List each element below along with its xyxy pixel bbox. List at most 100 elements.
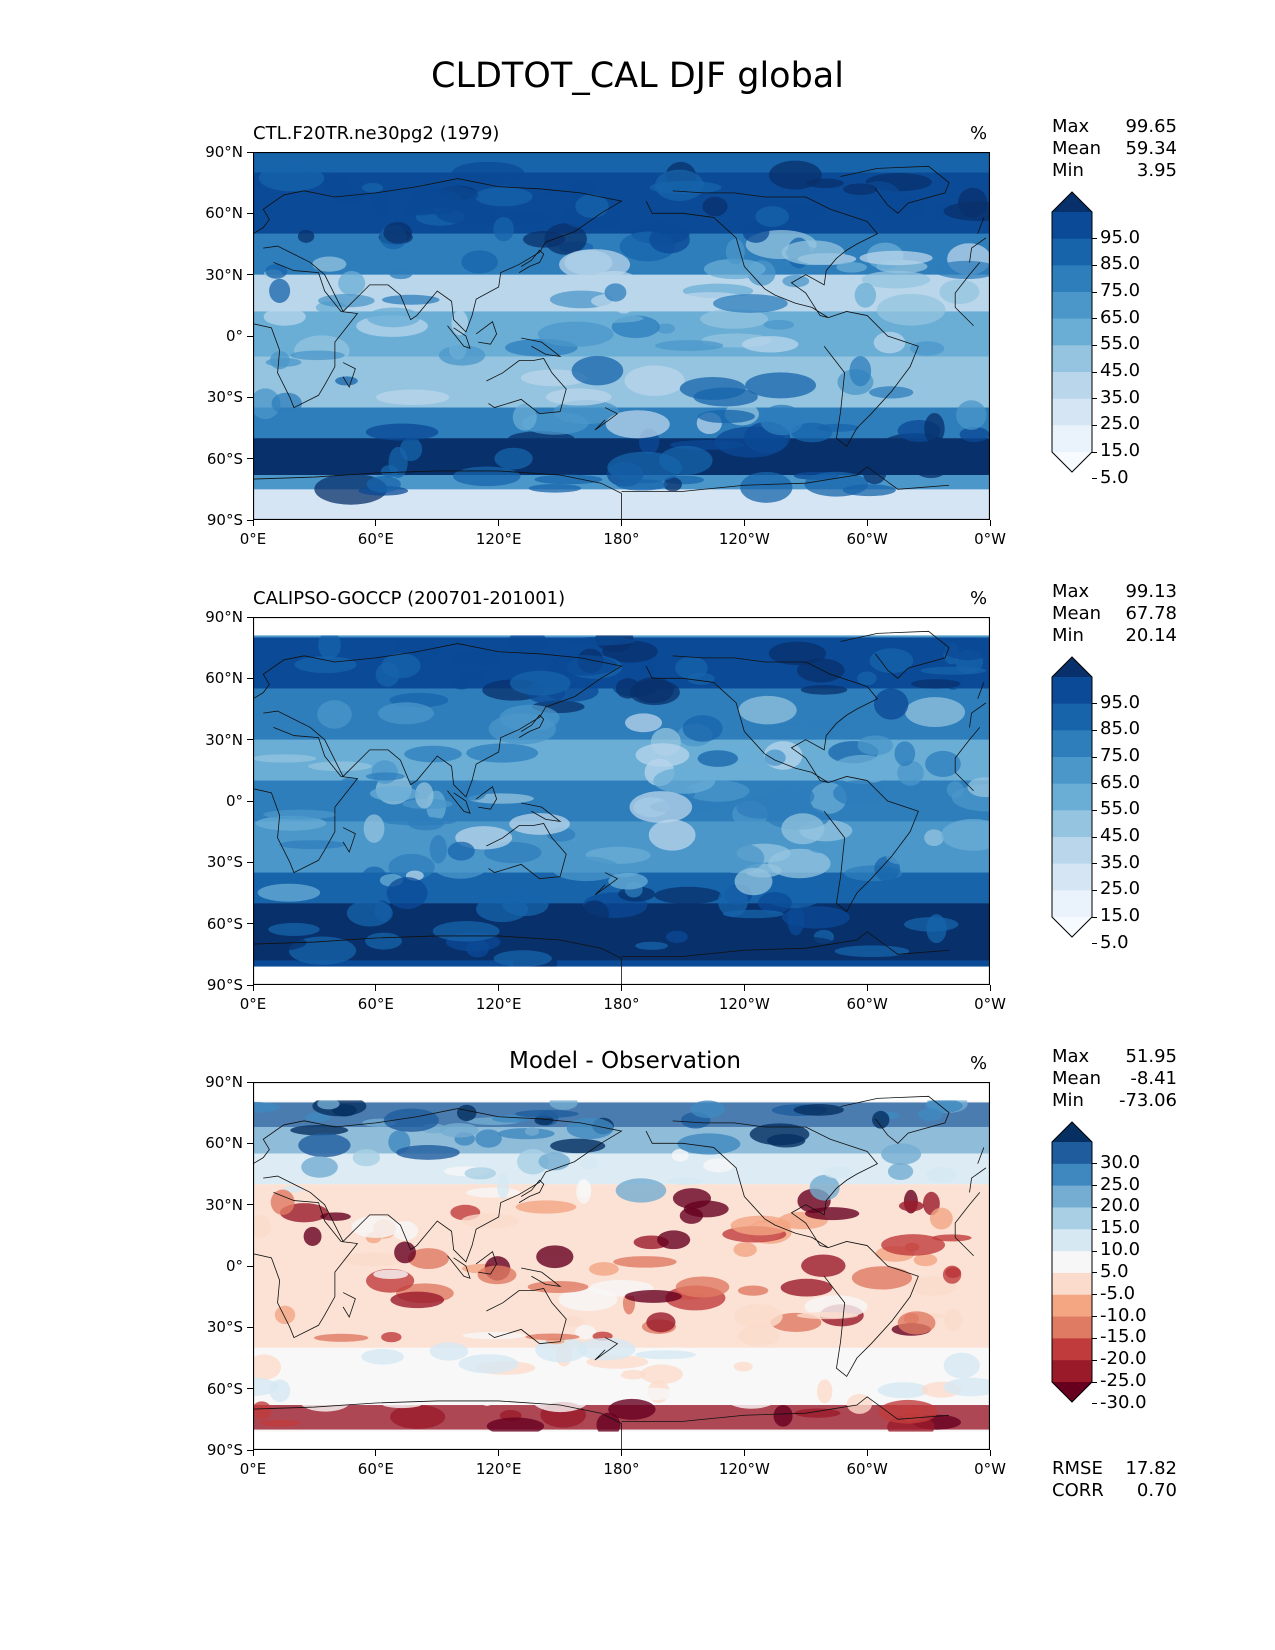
field-blob (873, 688, 909, 720)
field-blob (456, 1104, 477, 1121)
stat-row: Mean -8.41 (1052, 1068, 1177, 1090)
colorbar-tick (1092, 836, 1097, 838)
coastline (342, 362, 356, 389)
stat-row: Min 3.95 (1052, 160, 1177, 182)
colorbar-segment (1052, 1294, 1092, 1318)
field-blob (846, 1393, 872, 1414)
lat-tick (247, 677, 253, 679)
colorbar-tick (1092, 344, 1097, 346)
field-blob (515, 1109, 579, 1118)
colorbar-label: 25.0 (1100, 1173, 1141, 1195)
colorbar-segment (1052, 1185, 1092, 1208)
colorbar-tick (1092, 1228, 1097, 1230)
colorbar-segment (1052, 1316, 1092, 1339)
panel-title: Model - Observation (508, 1048, 742, 1074)
field-blob (957, 187, 988, 218)
field-blob (613, 1256, 677, 1268)
colorbar-label: 45.0 (1100, 360, 1141, 381)
coastline (521, 337, 562, 358)
coastline (621, 1396, 950, 1422)
field-blob (781, 240, 845, 266)
field-blob (944, 1308, 963, 1332)
lon-tick (498, 1450, 500, 1456)
field-blob (857, 671, 877, 686)
field-blob (274, 1305, 296, 1325)
field-blob (578, 1369, 624, 1377)
field-blob (545, 388, 612, 406)
field-blob (524, 1126, 539, 1136)
coastline (954, 1192, 981, 1257)
field-blob (575, 1324, 596, 1340)
field-blob (301, 1156, 338, 1178)
field-blob (672, 1188, 712, 1209)
field-blob (846, 1349, 881, 1363)
colorbar-label: 75.0 (1100, 745, 1141, 766)
colorbar-segment (1052, 703, 1092, 731)
field-band (253, 1184, 990, 1348)
lon-tick (498, 985, 500, 991)
coastline (977, 217, 985, 234)
field-blob (702, 1391, 757, 1403)
field-blob (620, 1369, 646, 1380)
field-blob (366, 307, 421, 328)
field-blob (796, 1311, 859, 1320)
field-blob (407, 1248, 449, 1270)
field-blob (536, 1245, 574, 1269)
lat-tick (247, 1204, 253, 1206)
lat-tick (247, 212, 253, 214)
colorbar-segment (1052, 238, 1092, 266)
colorbar-segment (1052, 1251, 1092, 1274)
field-blob (448, 338, 467, 360)
field-blob (271, 392, 302, 415)
coastline (645, 1120, 879, 1248)
stat-value: 51.95 (1125, 1046, 1177, 1067)
colorbar-model (1051, 191, 1093, 473)
field-blob (942, 637, 990, 661)
field-blob (508, 431, 575, 447)
coastline (253, 1400, 622, 1450)
field-blob (793, 1103, 844, 1116)
field-blob (787, 720, 854, 729)
lat-tick-label: 0° (225, 327, 243, 345)
colorbar-label: 85.0 (1100, 253, 1141, 275)
map-frame (253, 617, 990, 985)
field-blob (362, 182, 384, 193)
field-blob (525, 1333, 580, 1341)
colorbar-label: -20.0 (1100, 1348, 1147, 1370)
field-blob (926, 1167, 957, 1184)
field-blob (655, 340, 724, 351)
lat-tick-label: 90°N (205, 608, 243, 626)
colorbar-tick (1092, 1337, 1097, 1339)
no-data-top (253, 617, 990, 636)
lat-tick (247, 984, 253, 986)
field-blob (361, 1348, 404, 1365)
field-blob (608, 872, 648, 890)
colorbar-tick (1092, 371, 1097, 373)
coastline (977, 1147, 985, 1164)
field-blob (931, 1234, 972, 1242)
field-blob (253, 1377, 279, 1396)
field-blob (390, 1291, 445, 1309)
field-blob (801, 1254, 846, 1278)
field-blob (253, 933, 307, 952)
field-blob (800, 685, 848, 695)
field-blob (925, 750, 961, 777)
field-blob (493, 950, 552, 967)
field-blob (451, 161, 525, 185)
colorbar-tick (1092, 729, 1097, 731)
lon-tick (743, 1450, 745, 1456)
lat-tick-label: 60°S (206, 1379, 243, 1398)
colorbar-extend-bottom (1052, 452, 1092, 472)
colorbar-label: 75.0 (1100, 280, 1141, 301)
field-blob (338, 271, 366, 296)
colorbar-label: 25.0 (1100, 878, 1141, 900)
field-blob (494, 447, 533, 470)
field-blob (282, 1185, 304, 1193)
field-blob (363, 814, 385, 843)
field-blob (657, 1230, 691, 1250)
field-blob (702, 196, 728, 217)
field-blob (872, 1110, 890, 1129)
field-blob (679, 376, 746, 401)
field-blob (352, 1149, 381, 1167)
colorbar-tick (1092, 1403, 1097, 1405)
